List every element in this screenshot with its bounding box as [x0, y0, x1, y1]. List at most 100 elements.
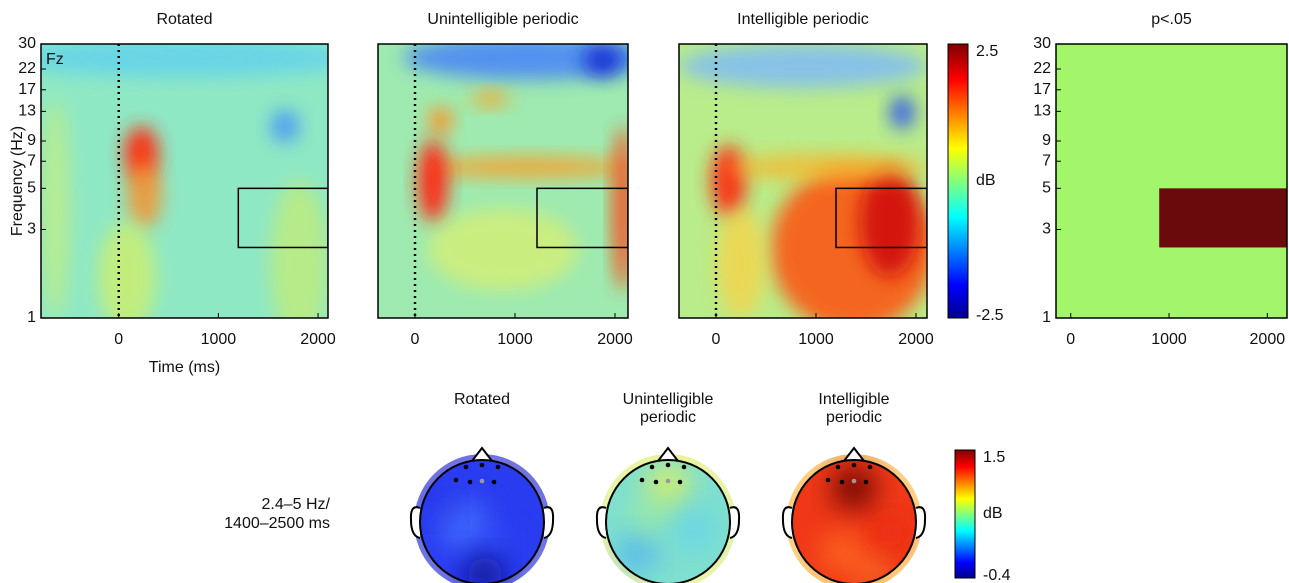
electrode	[851, 462, 857, 468]
topo-title: Rotated	[454, 391, 510, 408]
y-tick-label: 17	[1033, 81, 1051, 98]
panel-frame	[377, 43, 629, 319]
y-tick-label: 13	[1033, 103, 1051, 120]
y-tick-label: 5	[1042, 180, 1051, 197]
heatmap-blob	[728, 153, 927, 181]
electrode	[825, 477, 831, 483]
topo-head	[409, 446, 555, 583]
electrode	[479, 478, 485, 484]
roi-box	[237, 187, 328, 249]
y-tick-label: 9	[27, 132, 36, 149]
y-tick-label: 7	[27, 152, 36, 169]
electrode	[665, 462, 671, 468]
topo-image	[786, 454, 922, 583]
panel-title: Intelligible periodic	[737, 11, 869, 28]
heatmap-blob	[41, 98, 70, 318]
topo-blob	[857, 556, 889, 583]
colorbar-label: dB	[983, 505, 1003, 522]
x-tick-label: 1000	[201, 331, 237, 348]
heatmap-blob	[860, 167, 920, 277]
x-tick-label: 0	[114, 331, 123, 348]
y-tick-label: 17	[18, 81, 36, 98]
colorbar-tick-label: 1.5	[983, 449, 1005, 466]
panel-image	[378, 44, 628, 318]
y-tick-label: 3	[1042, 221, 1051, 238]
electrode	[467, 479, 473, 485]
heatmap-blob	[41, 44, 328, 77]
roi-box	[835, 187, 927, 249]
panel-image	[679, 44, 927, 318]
y-tick-label: 30	[1033, 35, 1051, 52]
panel-frame	[1055, 43, 1288, 319]
heatmap-blob	[679, 44, 927, 88]
nose	[657, 446, 679, 462]
topo-blob	[432, 497, 458, 522]
electrode	[863, 479, 869, 485]
x-tick-label: 2000	[898, 331, 934, 348]
y-axis-label: Frequency (Hz)	[9, 126, 26, 236]
y-tick-label: 1	[1042, 309, 1051, 326]
ear	[409, 506, 421, 539]
heatmap-blob	[889, 96, 915, 129]
panel: Intelligible periodic 0 1000 2000	[678, 11, 934, 348]
y-tick-label: 9	[1042, 132, 1051, 149]
topo-title: periodic	[640, 409, 696, 426]
x-tick-label: 2000	[597, 331, 633, 348]
x-tick-label: 0	[712, 331, 721, 348]
electrode	[867, 464, 873, 470]
panel-image	[41, 44, 328, 318]
heatmap-blob	[403, 44, 628, 80]
panel-title: Unintelligible periodic	[427, 11, 578, 28]
head-outline	[419, 459, 545, 583]
topo-title: Intelligible	[818, 391, 889, 408]
x-tick-label: 1000	[1151, 331, 1187, 348]
electrode	[835, 464, 841, 470]
heatmap-blob	[428, 107, 453, 135]
colorbar	[947, 43, 969, 319]
colorbar	[954, 449, 976, 579]
topo-blob	[875, 518, 907, 550]
colorbar-tick-label: -2.5	[976, 307, 1004, 324]
electrode	[479, 462, 485, 468]
heatmap-blob	[716, 208, 766, 318]
topo-image	[600, 454, 736, 583]
electrode	[463, 464, 469, 470]
panel-title: p<.05	[1151, 11, 1192, 28]
heatmap-blob	[428, 208, 578, 291]
heatmap-blob	[270, 181, 328, 318]
heatmap-blob	[428, 156, 628, 179]
heatmap-blob	[613, 126, 628, 291]
topo-head	[595, 446, 741, 583]
y-tick-label: 22	[1033, 60, 1051, 77]
x-tick-label: 1000	[497, 331, 533, 348]
topo-blob	[466, 556, 504, 583]
electrode	[677, 479, 683, 485]
nose	[843, 446, 865, 462]
heatmap-blob	[127, 161, 162, 228]
mask-region	[1159, 188, 1287, 248]
head-outline	[605, 459, 731, 583]
y-tick-label: 22	[18, 60, 36, 77]
topo-blob	[832, 466, 876, 510]
topo-blob	[630, 497, 669, 535]
panel-frame	[40, 43, 329, 319]
electrode	[453, 477, 459, 483]
topo-blob	[646, 463, 690, 507]
row-label: 1400–2500 ms	[224, 515, 330, 532]
panel-image	[1056, 44, 1287, 318]
ear	[729, 506, 741, 539]
x-axis-label: Time (ms)	[149, 359, 220, 376]
electrode	[491, 479, 497, 485]
heatmap-blob	[98, 222, 156, 318]
roi-box	[536, 187, 628, 249]
y-tick-label: 30	[18, 35, 36, 52]
x-tick-label: 2000	[300, 331, 336, 348]
electrode	[665, 478, 671, 484]
topo-blob	[819, 531, 864, 575]
topo-title: periodic	[826, 409, 882, 426]
electrode	[681, 464, 687, 470]
y-tick-label: 13	[18, 103, 36, 120]
panel-title: Rotated	[156, 11, 212, 28]
row-label: 2.4–5 Hz/	[262, 496, 331, 513]
x-tick-label: 1000	[798, 331, 834, 348]
